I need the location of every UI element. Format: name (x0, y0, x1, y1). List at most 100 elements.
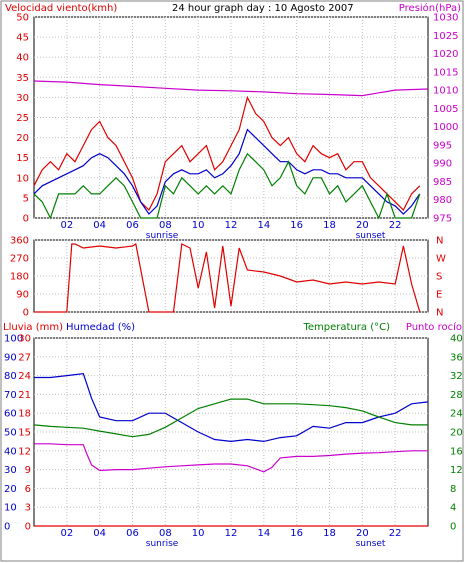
compass-label: W (436, 254, 446, 265)
series-line-3-1 (33, 398, 428, 438)
series-line-2-0 (34, 243, 421, 313)
humidity-tick-label: 70 (4, 390, 17, 401)
humidity-tick-label: 80 (4, 371, 17, 382)
y-tick-label-left: 20 (16, 133, 29, 144)
x-tick-label: 18 (323, 528, 336, 539)
y-tick-label-left: 45 (16, 33, 29, 44)
x-tick-label: 06 (126, 220, 139, 231)
temperature-tick-label: 20 (450, 428, 463, 439)
x-tick-label: 10 (192, 220, 205, 231)
temperature-tick-label: 24 (450, 409, 463, 420)
x-tick-label: 08 (159, 528, 172, 539)
temperature-tick-label: 4 (450, 503, 456, 514)
chart-title: 24 hour graph day : 10 Agosto 2007 (172, 3, 354, 14)
y-tick-label-right: 1000 (433, 122, 458, 133)
humidity-tick-label: 100 (4, 334, 23, 345)
rain-tick-label: 18 (18, 409, 31, 420)
compass-label: N (436, 236, 443, 247)
x-tick-label: 20 (356, 220, 369, 231)
y-tick-label-left: 180 (10, 272, 29, 283)
humidity-tick-label: 20 (4, 484, 17, 495)
humidity-temperature-panel: 0102030405060708090100036912151821242730… (4, 334, 463, 550)
x-tick-label: 04 (93, 220, 106, 231)
compass-label: N (436, 308, 443, 319)
rain-label: Lluvia (mm) (3, 322, 63, 333)
y-tick-label-right: 990 (433, 159, 452, 170)
y-tick-label-left: 90 (16, 290, 29, 301)
y-tick-label-left: 5 (23, 193, 29, 204)
dewpoint-label: Punto rocío (406, 321, 462, 333)
pressure-label: Presión(hPa) (399, 2, 461, 14)
compass-label: S (436, 272, 442, 283)
wind-direction-panel: 0 N 90 E 180 S 270 W 360 N (10, 236, 446, 319)
series-line-3-0 (34, 373, 429, 443)
y-tick-label-left: 40 (16, 53, 29, 64)
x-tick-label: 02 (60, 528, 73, 539)
temperature-tick-label: 32 (450, 371, 463, 382)
y-tick-label-right: 995 (433, 140, 452, 151)
rain-tick-label: 9 (25, 465, 31, 476)
temperature-tick-label: 40 (450, 334, 463, 345)
rain-tick-label: 6 (25, 484, 31, 495)
x-tick-label: 08 (159, 220, 172, 231)
x-tick-label: 14 (257, 220, 270, 231)
sunrise-marker: sunrise (146, 231, 179, 241)
humidity-tick-label: 40 (4, 446, 17, 457)
x-tick-label: 22 (389, 528, 402, 539)
y-tick-label-left: 270 (10, 254, 29, 265)
humidity-tick-label: 10 (4, 503, 17, 514)
y-tick-label-right: 985 (433, 177, 452, 188)
y-tick-label-left: 360 (10, 236, 29, 247)
temperature-tick-label: 8 (450, 484, 456, 495)
rain-tick-label: 15 (18, 428, 31, 439)
rain-tick-label: 24 (18, 371, 31, 382)
y-tick-label-right: 1020 (433, 49, 458, 60)
temperature-tick-label: 0 (450, 522, 456, 533)
y-tick-label-right: 975 (433, 214, 452, 225)
x-tick-label: 06 (126, 528, 139, 539)
series-line-1-1 (33, 128, 421, 215)
y-tick-label-left: 50 (16, 13, 29, 24)
series-line-1-3 (33, 80, 429, 97)
y-tick-label-left: 10 (16, 173, 29, 184)
y-tick-label-left: 35 (16, 73, 29, 84)
y-tick-label-left: 0 (23, 214, 29, 225)
rain-tick-label: 0 (25, 522, 31, 533)
rain-tick-label: 12 (18, 446, 31, 457)
rain-tick-label: 27 (18, 352, 31, 363)
y-tick-label-right: 1030 (433, 13, 458, 24)
wind-speed-label: Velocidad viento(kmh) (5, 3, 117, 14)
humidity-label: Humedad (%) (66, 322, 135, 333)
humidity-tick-label: 50 (4, 428, 17, 439)
series-line-1-0 (33, 95, 421, 212)
humidity-tick-label: 30 (4, 465, 17, 476)
humidity-tick-label: 90 (4, 352, 17, 363)
y-tick-label-left: 0 (23, 308, 29, 319)
y-tick-label-left: 30 (16, 93, 29, 104)
y-tick-label-left: 25 (16, 113, 29, 124)
wind-pressure-panel: 0510152025303540455097598098599099510001… (16, 13, 458, 242)
humidity-tick-label: 0 (4, 522, 10, 533)
sunrise-marker: sunrise (146, 539, 179, 549)
x-tick-label: 12 (225, 528, 238, 539)
series-line-1-2 (33, 152, 421, 220)
temperature-label: Temperatura (°C) (302, 322, 390, 333)
x-tick-label: 10 (192, 528, 205, 539)
x-tick-label: 02 (60, 220, 73, 231)
temperature-tick-label: 36 (450, 352, 463, 363)
y-tick-label-right: 1025 (433, 31, 458, 42)
temperature-tick-label: 12 (450, 465, 463, 476)
x-tick-label: 22 (389, 220, 402, 231)
humidity-tick-label: 60 (4, 409, 17, 420)
y-tick-label-right: 1005 (433, 104, 458, 115)
temperature-tick-label: 28 (450, 390, 463, 401)
sunset-marker: sunset (356, 231, 386, 241)
compass-label: E (436, 290, 442, 301)
x-tick-label: 18 (323, 220, 336, 231)
y-tick-label-right: 1010 (433, 86, 458, 97)
y-tick-label-right: 1015 (433, 67, 458, 78)
x-tick-label: 20 (356, 528, 369, 539)
rain-tick-label: 30 (18, 334, 31, 345)
